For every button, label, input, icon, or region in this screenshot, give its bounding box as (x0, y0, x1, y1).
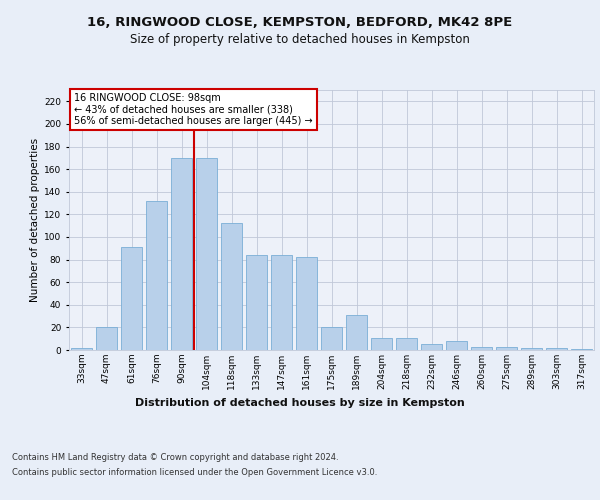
Text: Size of property relative to detached houses in Kempston: Size of property relative to detached ho… (130, 34, 470, 46)
Bar (521, 348, 542, 350)
Text: Contains HM Land Registry data © Crown copyright and database right 2024.: Contains HM Land Registry data © Crown c… (12, 453, 338, 462)
Bar (396, 338, 417, 350)
Bar (446, 341, 467, 350)
Bar (346, 315, 367, 350)
Bar (496, 346, 517, 350)
Bar (246, 255, 267, 350)
Bar (321, 328, 342, 350)
Text: 16 RINGWOOD CLOSE: 98sqm
← 43% of detached houses are smaller (338)
56% of semi-: 16 RINGWOOD CLOSE: 98sqm ← 43% of detach… (74, 92, 313, 126)
Text: 16, RINGWOOD CLOSE, KEMPSTON, BEDFORD, MK42 8PE: 16, RINGWOOD CLOSE, KEMPSTON, BEDFORD, M… (88, 16, 512, 29)
Bar (471, 346, 492, 350)
Bar (171, 158, 192, 350)
Bar (96, 328, 117, 350)
Bar (196, 158, 217, 350)
Bar (271, 255, 292, 350)
Bar (371, 338, 392, 350)
Text: Contains public sector information licensed under the Open Government Licence v3: Contains public sector information licen… (12, 468, 377, 477)
Bar (121, 247, 142, 350)
Y-axis label: Number of detached properties: Number of detached properties (30, 138, 40, 302)
Bar (546, 348, 567, 350)
Bar (146, 201, 167, 350)
Bar (221, 224, 242, 350)
Text: Distribution of detached houses by size in Kempston: Distribution of detached houses by size … (135, 398, 465, 407)
Bar (71, 348, 92, 350)
Bar (571, 349, 592, 350)
Bar (296, 258, 317, 350)
Bar (421, 344, 442, 350)
